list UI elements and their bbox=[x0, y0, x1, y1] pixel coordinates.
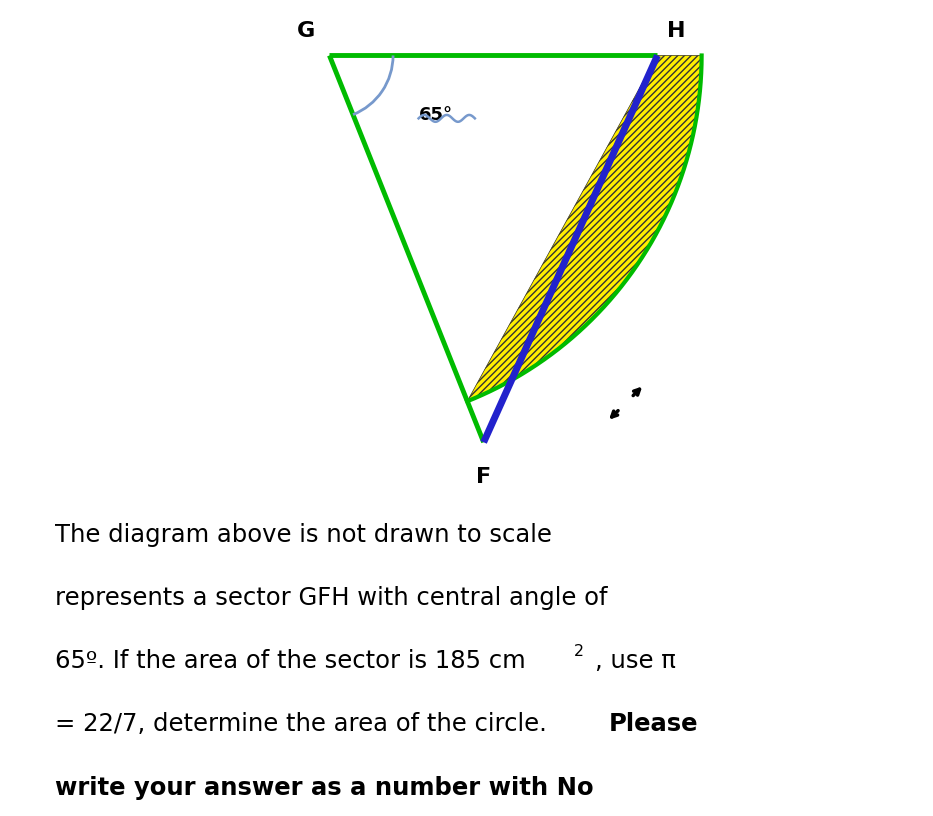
Text: , use π: , use π bbox=[595, 650, 675, 673]
Text: The diagram above is not drawn to scale: The diagram above is not drawn to scale bbox=[55, 523, 552, 547]
Text: F: F bbox=[476, 467, 491, 487]
Text: 2: 2 bbox=[574, 644, 584, 659]
Polygon shape bbox=[467, 55, 702, 401]
Text: Please: Please bbox=[609, 712, 699, 736]
Text: 65º. If the area of the sector is 185 cm: 65º. If the area of the sector is 185 cm bbox=[55, 650, 526, 673]
Text: 65°: 65° bbox=[419, 106, 453, 124]
Text: = 22/7, determine the area of the circle.: = 22/7, determine the area of the circle… bbox=[55, 712, 555, 736]
Text: H: H bbox=[667, 20, 686, 41]
Polygon shape bbox=[467, 55, 702, 401]
Text: represents a sector GFH with central angle of: represents a sector GFH with central ang… bbox=[55, 586, 607, 610]
Text: write your answer as a number with No: write your answer as a number with No bbox=[55, 775, 594, 800]
Text: G: G bbox=[297, 20, 314, 41]
